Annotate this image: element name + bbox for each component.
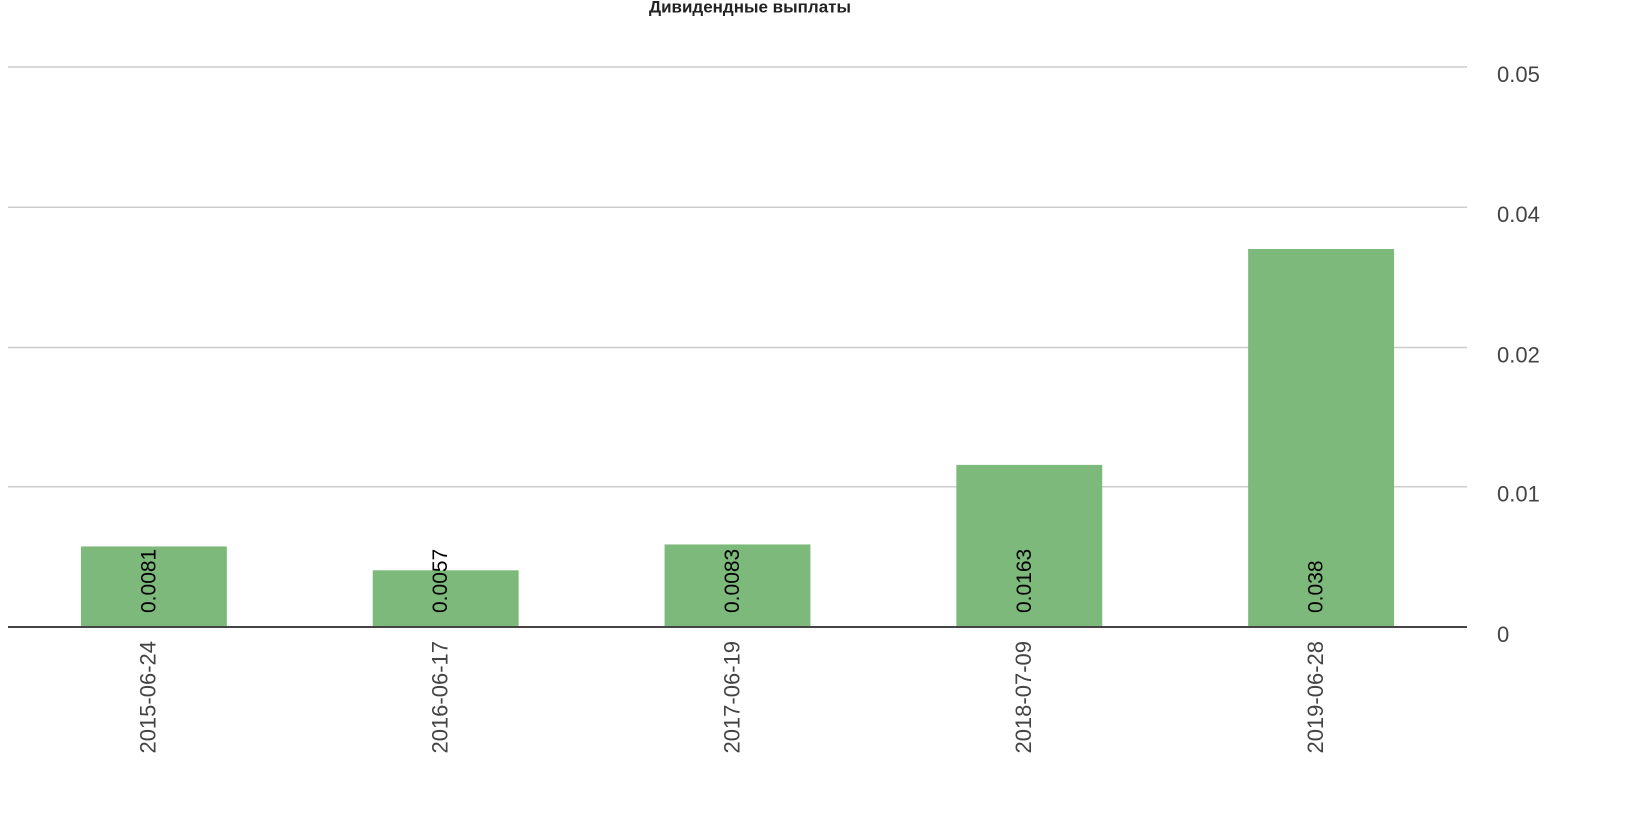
value-label: 0.0081 (137, 549, 160, 613)
y-tick-label: 0.05 (1497, 62, 1540, 87)
value-label: 0.0163 (1013, 549, 1036, 613)
bar (956, 464, 1103, 627)
y-tick-label: 0.04 (1497, 202, 1540, 227)
x-tick-label: 2018-07-09 (1011, 641, 1036, 754)
x-tick-label: 2015-06-24 (136, 641, 161, 754)
chart-title: Дивидендные выплаты (649, 0, 851, 16)
value-label: 0.038 (1305, 560, 1328, 613)
value-label: 0.0057 (429, 549, 452, 613)
bar (372, 570, 519, 627)
x-tick-label: 2019-06-28 (1303, 641, 1328, 754)
x-tick-label: 2017-06-19 (719, 641, 744, 754)
y-tick-label: 0 (1497, 622, 1509, 647)
y-tick-label: 0.01 (1497, 482, 1540, 507)
value-label: 0.0083 (721, 549, 744, 613)
y-tick-label: 0.02 (1497, 342, 1540, 367)
bar (664, 544, 811, 627)
x-tick-label: 2016-06-17 (428, 641, 453, 754)
bar (1248, 249, 1395, 627)
bar (80, 546, 227, 627)
